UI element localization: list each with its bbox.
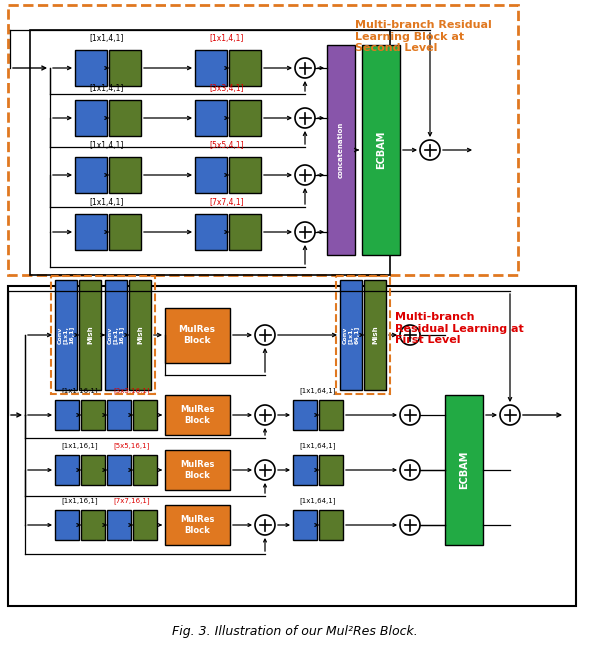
Text: Mish: Mish — [372, 326, 378, 344]
Bar — [133, 455, 157, 485]
Bar — [340, 280, 362, 390]
Bar — [55, 510, 79, 540]
Bar — [165, 505, 230, 545]
Bar — [105, 280, 127, 390]
Bar — [229, 100, 261, 136]
Text: [7x7,4,1]: [7x7,4,1] — [209, 198, 244, 207]
Bar — [8, 286, 576, 606]
Bar — [107, 400, 131, 430]
Text: MulRes
Block: MulRes Block — [180, 516, 214, 535]
Text: [1x1,16,1]: [1x1,16,1] — [62, 387, 99, 394]
Text: Conv
[1x1,
16,1]: Conv [1x1, 16,1] — [58, 326, 74, 344]
Bar — [109, 50, 141, 86]
Bar — [293, 510, 317, 540]
Text: [5x5,16,1]: [5x5,16,1] — [114, 443, 150, 449]
Text: ECBAM: ECBAM — [376, 130, 386, 169]
Bar — [229, 214, 261, 250]
Bar — [109, 100, 141, 136]
Bar — [81, 400, 105, 430]
Bar — [165, 395, 230, 435]
Text: [1x1,4,1]: [1x1,4,1] — [90, 141, 124, 150]
Text: Multi-branch
Residual Learning at
First Level: Multi-branch Residual Learning at First … — [395, 312, 524, 345]
Bar — [79, 280, 101, 390]
Bar — [362, 45, 400, 255]
Bar — [109, 214, 141, 250]
Bar — [107, 455, 131, 485]
Bar — [81, 455, 105, 485]
Text: [1x1,16,1]: [1x1,16,1] — [62, 443, 99, 449]
Bar — [129, 280, 151, 390]
Bar — [107, 510, 131, 540]
Bar — [165, 308, 230, 363]
Bar — [229, 50, 261, 86]
Bar — [229, 157, 261, 193]
Text: [1x1,64,1]: [1x1,64,1] — [300, 443, 336, 449]
Text: [3x3,4,1]: [3x3,4,1] — [209, 84, 244, 93]
Bar — [293, 455, 317, 485]
Text: Mish: Mish — [137, 326, 143, 344]
Text: concatenation: concatenation — [338, 122, 344, 178]
Bar — [55, 280, 77, 390]
Bar — [81, 510, 105, 540]
Text: MulRes
Block: MulRes Block — [180, 405, 214, 424]
Bar — [195, 157, 227, 193]
Text: [1x1,4,1]: [1x1,4,1] — [210, 34, 244, 43]
Bar — [195, 214, 227, 250]
Bar — [75, 214, 107, 250]
Bar — [327, 45, 355, 255]
Bar — [319, 400, 343, 430]
Text: [1x1,4,1]: [1x1,4,1] — [90, 34, 124, 43]
Bar — [195, 100, 227, 136]
Bar — [55, 400, 79, 430]
Bar — [165, 450, 230, 490]
Text: Conv
[1x1,
64,1]: Conv [1x1, 64,1] — [343, 326, 359, 344]
Bar — [109, 157, 141, 193]
Text: MulRes
Block: MulRes Block — [179, 326, 215, 345]
Bar — [319, 510, 343, 540]
Text: Fig. 3. Illustration of our Mul²Res Block.: Fig. 3. Illustration of our Mul²Res Bloc… — [172, 625, 418, 638]
Bar — [336, 276, 390, 394]
Text: [3x3,16,1]: [3x3,16,1] — [114, 387, 150, 394]
Text: [1x1,64,1]: [1x1,64,1] — [300, 387, 336, 394]
Bar — [133, 400, 157, 430]
Text: Mish: Mish — [87, 326, 93, 344]
Bar — [364, 280, 386, 390]
Text: [1x1,16,1]: [1x1,16,1] — [62, 497, 99, 504]
Text: Multi-branch Residual
Learning Block at
Second Level: Multi-branch Residual Learning Block at … — [355, 20, 491, 53]
Bar — [293, 400, 317, 430]
Bar — [133, 510, 157, 540]
Bar — [445, 395, 483, 545]
Text: [7x7,16,1]: [7x7,16,1] — [114, 497, 150, 504]
Bar — [8, 5, 518, 275]
Bar — [75, 157, 107, 193]
Text: [1x1,4,1]: [1x1,4,1] — [90, 84, 124, 93]
Text: [5x5,4,1]: [5x5,4,1] — [209, 141, 244, 150]
Bar — [51, 276, 155, 394]
Text: [1x1,4,1]: [1x1,4,1] — [90, 198, 124, 207]
Text: [1x1,64,1]: [1x1,64,1] — [300, 497, 336, 504]
Bar — [75, 100, 107, 136]
Text: ECBAM: ECBAM — [459, 451, 469, 489]
Bar — [319, 455, 343, 485]
Text: MulRes
Block: MulRes Block — [180, 461, 214, 480]
Bar — [75, 50, 107, 86]
Text: Conv
[1x1,
16,1]: Conv [1x1, 16,1] — [108, 326, 124, 344]
Bar — [30, 30, 390, 275]
Bar — [55, 455, 79, 485]
Bar — [195, 50, 227, 86]
